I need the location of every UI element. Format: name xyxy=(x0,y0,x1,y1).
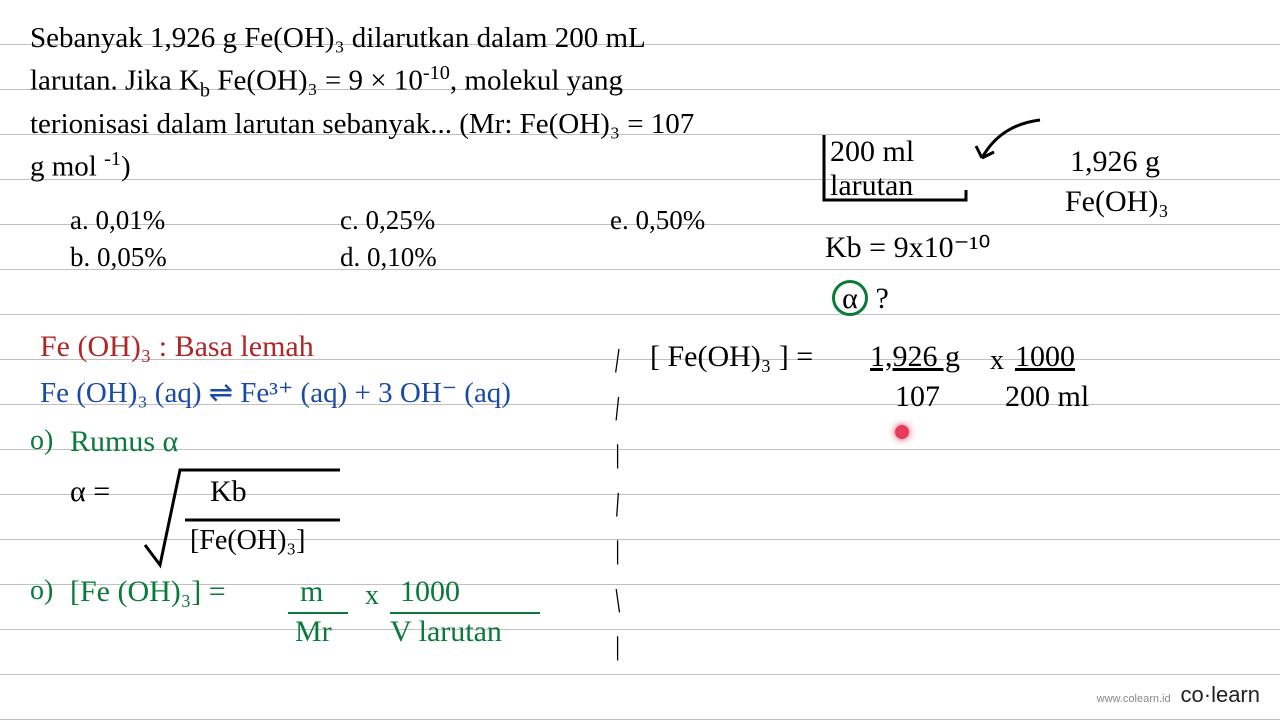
footer-brand: co·learn xyxy=(1181,682,1260,707)
frac-line-2 xyxy=(390,612,540,614)
thou-text: 1000 xyxy=(400,575,460,609)
alpha-question: α ? xyxy=(832,280,889,316)
feoh-denominator: [Fe(OH)₃] xyxy=(190,525,306,557)
rumus-alpha: Rumus α xyxy=(70,425,178,459)
footer: www.colearn.id co·learn xyxy=(1097,682,1260,708)
box-bracket-icon xyxy=(816,130,976,210)
num1: 1,926 g xyxy=(870,340,960,374)
alpha-circle: α xyxy=(832,280,868,316)
m-text: m xyxy=(300,575,323,609)
num2: 1000 xyxy=(1015,340,1075,374)
kb-text: Kb = 9x10⁻¹⁰ xyxy=(825,230,990,265)
x-text: x xyxy=(365,580,379,612)
arrow-icon xyxy=(970,110,1060,170)
kb-numerator: Kb xyxy=(210,475,247,509)
footer-url: www.colearn.id xyxy=(1097,693,1171,705)
den2: 200 ml xyxy=(1005,380,1089,414)
option-e: e. 0,50% xyxy=(610,205,760,236)
q-line1: Sebanyak 1,926 g Fe(OH)₃ dilarutkan dala… xyxy=(30,18,1250,59)
mr-text: Mr xyxy=(295,615,332,649)
frac-line-1 xyxy=(288,612,348,614)
mass-text: 1,926 g xyxy=(1070,145,1160,179)
vlar-text: V larutan xyxy=(390,615,502,649)
work-line1: Fe (OH)₃ : Basa lemah xyxy=(40,330,314,364)
option-c: c. 0,25% xyxy=(340,205,490,236)
work-line2: Fe (OH)₃ (aq) ⇌ Fe³⁺ (aq) + 3 OH⁻ (aq) xyxy=(40,375,511,410)
q-line2: larutan. Jika Kb Fe(OH)₃ = 9 × 10-10, mo… xyxy=(30,59,1250,105)
option-b: b. 0,05% xyxy=(70,242,220,273)
q-line4: g mol -1) xyxy=(30,145,1250,187)
feoh-equals: [Fe (OH)₃] = xyxy=(70,575,226,609)
option-a: a. 0,01% xyxy=(70,205,220,236)
alpha-equals: α = xyxy=(70,475,110,509)
bullet-2: o) xyxy=(30,575,53,607)
laser-dot-icon xyxy=(895,425,909,439)
option-d: d. 0,10% xyxy=(340,242,490,273)
sqrt-icon xyxy=(140,455,350,575)
x2: x xyxy=(990,345,1004,377)
den1: 107 xyxy=(895,380,940,414)
bullet-1: o) xyxy=(30,425,53,457)
divider-dashes: | | | | | | | xyxy=(615,335,620,671)
conc-eq: [ Fe(OH)₃ ] = xyxy=(650,340,813,374)
compound-text: Fe(OH)₃ xyxy=(1065,185,1169,219)
q-line3: terionisasi dalam larutan sebanyak... (M… xyxy=(30,104,1250,145)
